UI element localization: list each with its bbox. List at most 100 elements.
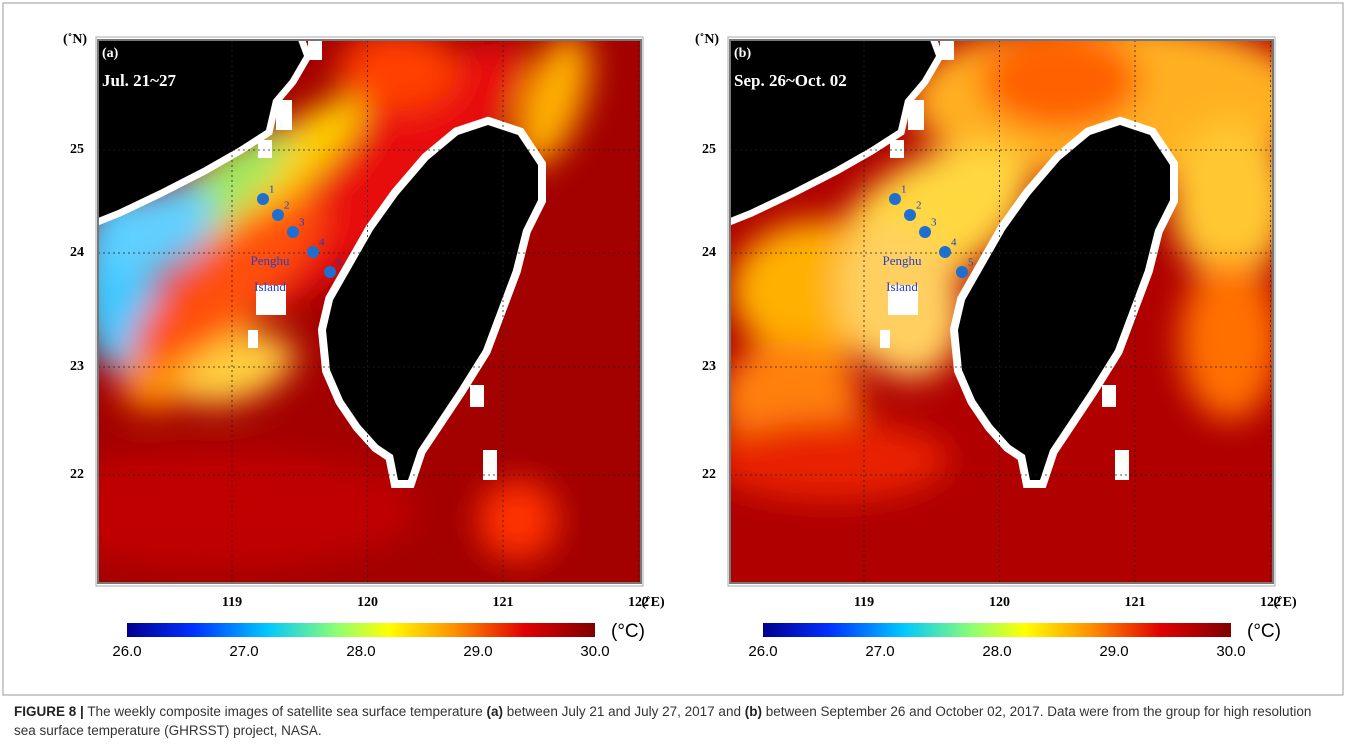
lat-tick-label: 25: [70, 142, 84, 157]
sst-blob: [516, 40, 590, 167]
island: [908, 100, 924, 130]
colorbar-tick-label: 28.0: [346, 643, 375, 660]
station-label: 2: [916, 200, 922, 212]
caption-label: FIGURE 8 |: [14, 704, 84, 719]
island: [888, 285, 918, 315]
lon-tick-label: 120: [357, 595, 378, 610]
map-frame: [97, 39, 642, 584]
island: [483, 450, 497, 480]
colorbar-tick-label: 30.0: [580, 643, 609, 660]
station-label: 2: [284, 200, 290, 212]
colorbar-tick-label: 27.0: [865, 643, 894, 660]
lon-tick-label: 119: [222, 595, 242, 610]
lon-tick-label: 121: [1125, 595, 1146, 610]
colorbar-tick-label: 26.0: [112, 643, 141, 660]
figure-frame: [2, 2, 1344, 696]
colorbar-tick-label: 30.0: [1216, 643, 1245, 660]
island-label: Island: [254, 279, 286, 294]
island: [880, 330, 890, 348]
station: [939, 246, 951, 258]
colorbar-tick-label: 29.0: [1099, 643, 1128, 660]
colorbar-tick-label: 26.0: [748, 643, 777, 660]
lon-unit: (˚E): [1273, 595, 1297, 610]
lon-tick-label: 121: [493, 595, 514, 610]
map-frame-outer: [95, 36, 644, 587]
lat-tick-label: 23: [70, 359, 84, 374]
sst-blob: [1180, 260, 1273, 420]
station-label: 1: [901, 184, 907, 196]
sst-blob: [730, 420, 950, 500]
station: [956, 266, 968, 278]
island: [248, 330, 258, 348]
island: [1102, 385, 1116, 407]
caption-text: between July 21 and July 27, 2017 and: [506, 704, 741, 719]
station: [287, 226, 299, 238]
sst-blob: [980, 40, 1140, 130]
station: [324, 266, 336, 278]
china-coast: [730, 40, 936, 218]
caption: FIGURE 8 | The weekly composite images o…: [14, 702, 1334, 740]
lat-tick-label: 23: [702, 359, 716, 374]
station-label: 3: [931, 217, 937, 229]
sst-blob: [478, 480, 558, 560]
sst-field: [730, 40, 1273, 583]
colorbar-unit: (°C): [1247, 621, 1281, 642]
taiwan: [326, 125, 538, 480]
station: [257, 193, 269, 205]
lat-tick-label: 22: [702, 467, 716, 482]
colorbar-tick-label: 27.0: [229, 643, 258, 660]
station-label: 5: [336, 257, 342, 269]
lon-tick-label: 119: [854, 595, 874, 610]
station: [919, 226, 931, 238]
lat-tick-label: 24: [70, 245, 84, 260]
colorbar-unit: (°C): [611, 621, 645, 642]
colorbar: [763, 623, 1231, 637]
sst-blob: [98, 450, 418, 570]
lon-tick-label: 120: [989, 595, 1010, 610]
lat-tick-label: 22: [70, 467, 84, 482]
lat-unit: (˚N): [695, 32, 719, 47]
map-frame: [729, 39, 1274, 584]
sst-blob: [180, 335, 296, 405]
island: [276, 100, 292, 130]
period-label: Jul. 21~27: [102, 71, 177, 90]
sst-blobs: [98, 40, 590, 570]
caption-text: between September 26 and October 02, 201…: [14, 704, 1312, 738]
map-frame-outer: [727, 36, 1276, 587]
station: [307, 246, 319, 258]
island: [308, 40, 322, 60]
lon-tick-label: 122: [628, 595, 649, 610]
taiwan: [958, 125, 1170, 480]
station-label: 3: [299, 217, 305, 229]
panel-label: (b): [734, 46, 751, 61]
lat-tick-label: 25: [702, 142, 716, 157]
station-label: 4: [951, 237, 957, 249]
lon-unit: (˚E): [641, 595, 665, 610]
china-coast: [98, 40, 304, 218]
colorbar: [127, 623, 595, 637]
island-label: Island: [886, 279, 918, 294]
station-label: 5: [968, 257, 974, 269]
sst-field: [98, 40, 641, 583]
lat-tick-label: 24: [702, 245, 716, 260]
station-label: 1: [269, 184, 275, 196]
sst-blob: [132, 197, 324, 363]
period-label: Sep. 26~Oct. 02: [734, 71, 847, 90]
sst-blob: [338, 40, 458, 110]
station: [904, 209, 916, 221]
colorbar-tick-label: 29.0: [463, 643, 492, 660]
island-label: Penghu: [883, 253, 923, 268]
sst-blob: [1170, 120, 1273, 280]
island: [890, 140, 904, 158]
island: [470, 385, 484, 407]
station: [272, 209, 284, 221]
lat-unit: (˚N): [63, 32, 87, 47]
island: [258, 140, 272, 158]
island: [1115, 450, 1129, 480]
colorbar-tick-label: 28.0: [982, 643, 1011, 660]
lon-tick-label: 122: [1260, 595, 1281, 610]
island: [256, 285, 286, 315]
